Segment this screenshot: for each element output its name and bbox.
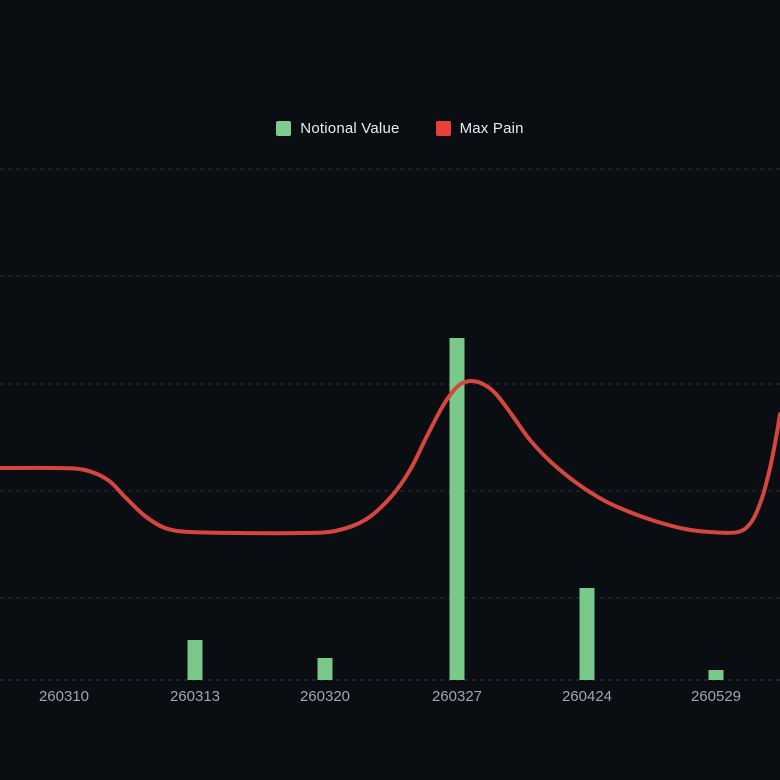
x-axis-label-260320: 260320 bbox=[300, 688, 350, 705]
notional-value-bar-260313[interactable] bbox=[187, 640, 203, 680]
notional-value-swatch-icon bbox=[276, 121, 292, 136]
notional-value-bar-260424[interactable] bbox=[579, 588, 595, 680]
x-axis-label-260424: 260424 bbox=[562, 688, 612, 705]
notional-value-bar-260327[interactable] bbox=[449, 338, 465, 680]
legend-item-max-pain[interactable]: Max Pain bbox=[435, 120, 524, 137]
x-axis-label-260327: 260327 bbox=[432, 688, 482, 705]
x-axis-label-260529: 260529 bbox=[691, 688, 741, 705]
max-pain-swatch-icon bbox=[435, 121, 451, 136]
x-axis-label-260313: 260313 bbox=[170, 688, 220, 705]
legend-label-notional-value: Notional Value bbox=[300, 120, 400, 137]
legend-item-notional-value[interactable]: Notional Value bbox=[276, 120, 399, 137]
legend-label-max-pain: Max Pain bbox=[459, 120, 524, 137]
notional-value-bar-260320[interactable] bbox=[317, 658, 333, 680]
x-axis-label-260310: 260310 bbox=[39, 688, 89, 705]
max-pain-line bbox=[0, 378, 780, 536]
notional-value-bar-260529[interactable] bbox=[708, 670, 724, 680]
chart-legend: Notional Value Max Pain bbox=[10, 120, 780, 137]
